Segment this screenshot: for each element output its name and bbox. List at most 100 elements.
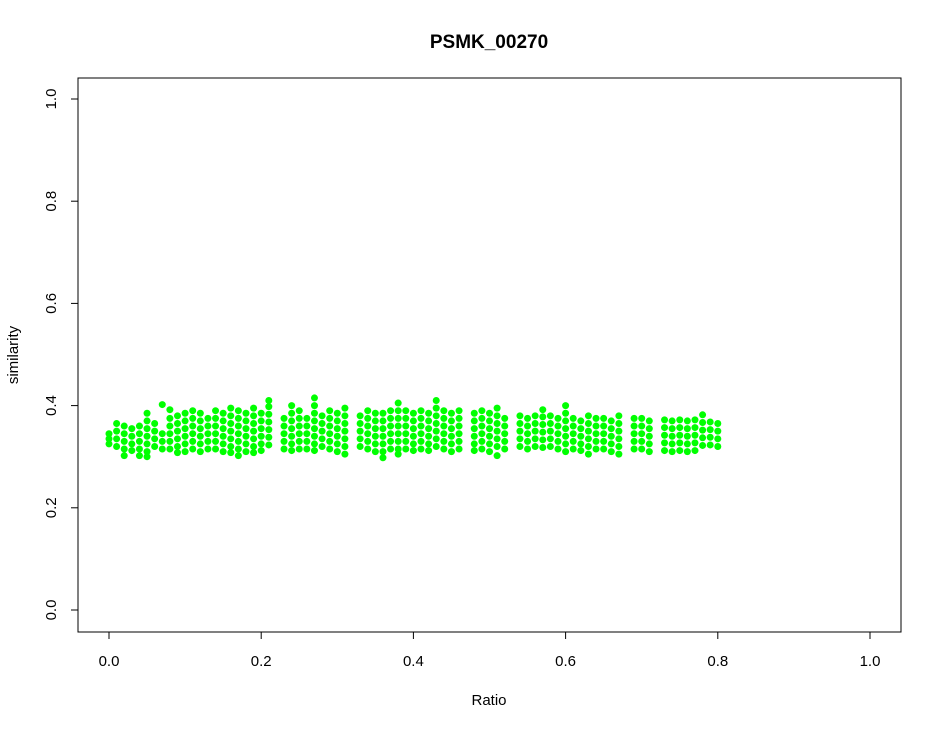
data-point	[242, 432, 250, 440]
data-point	[493, 452, 501, 460]
data-point	[478, 430, 486, 438]
data-point	[668, 432, 676, 440]
data-point	[425, 417, 433, 425]
data-point	[341, 435, 349, 443]
data-point	[379, 409, 387, 417]
data-point	[288, 425, 296, 433]
data-point	[706, 441, 714, 449]
data-point	[295, 437, 303, 445]
data-point	[250, 419, 258, 427]
data-point	[630, 414, 638, 422]
data-point	[501, 430, 509, 438]
data-point	[371, 440, 379, 448]
data-point	[303, 445, 311, 453]
data-point	[219, 409, 227, 417]
data-point	[166, 414, 174, 422]
data-point	[699, 434, 707, 442]
data-point	[607, 417, 615, 425]
data-point	[310, 409, 318, 417]
data-point	[470, 417, 478, 425]
data-point	[295, 445, 303, 453]
x-tick-label: 0.0	[99, 653, 120, 670]
data-point	[280, 430, 288, 438]
data-point	[219, 440, 227, 448]
data-point	[105, 430, 113, 438]
data-point	[432, 427, 440, 435]
data-point	[409, 447, 417, 455]
data-point	[364, 407, 372, 415]
data-point	[379, 440, 387, 448]
data-point	[394, 407, 402, 415]
data-point	[143, 432, 151, 440]
data-point	[691, 439, 699, 447]
data-point	[645, 425, 653, 433]
data-point	[227, 427, 235, 435]
data-point	[227, 442, 235, 450]
data-point	[691, 416, 699, 424]
data-point	[242, 448, 250, 456]
y-tick-label: 0.8	[43, 191, 60, 212]
data-point	[531, 419, 539, 427]
data-point	[204, 445, 212, 453]
data-point	[714, 442, 722, 450]
data-point	[341, 442, 349, 450]
data-point	[173, 427, 181, 435]
data-point	[432, 412, 440, 420]
y-tick-label: 0.4	[43, 395, 60, 416]
data-point	[486, 409, 493, 417]
data-point	[486, 425, 493, 433]
data-point	[531, 442, 539, 450]
data-point	[661, 416, 669, 424]
data-point	[333, 440, 341, 448]
data-point	[120, 445, 128, 453]
data-point	[288, 409, 296, 417]
data-point	[562, 417, 570, 425]
data-point	[242, 417, 250, 425]
data-point	[196, 409, 204, 417]
data-point	[189, 422, 197, 430]
data-point	[181, 417, 189, 425]
data-point	[455, 414, 463, 422]
data-point	[714, 419, 722, 427]
data-point	[219, 432, 227, 440]
data-point	[569, 437, 577, 445]
data-point	[615, 442, 623, 450]
data-point	[371, 409, 379, 417]
data-point	[699, 426, 707, 434]
data-point	[265, 396, 273, 404]
data-point	[295, 422, 303, 430]
data-point	[303, 437, 311, 445]
data-point	[524, 430, 532, 438]
data-point	[181, 425, 189, 433]
data-point	[227, 449, 235, 457]
data-point	[440, 422, 448, 430]
data-point	[234, 430, 242, 438]
data-point	[447, 425, 455, 433]
plot-frame	[77, 77, 902, 633]
data-point	[310, 402, 318, 410]
data-point	[524, 445, 532, 453]
data-point	[128, 432, 136, 440]
y-axis: 0.0 0.2 0.4 0.6 0.8 1.0	[43, 89, 79, 620]
data-point	[683, 417, 691, 425]
data-point	[402, 422, 410, 430]
data-point	[158, 437, 166, 445]
data-point	[562, 448, 570, 456]
data-point	[607, 432, 615, 440]
data-point	[257, 447, 265, 455]
data-point	[204, 422, 212, 430]
data-point	[615, 435, 623, 443]
data-point	[265, 441, 273, 449]
data-point	[600, 437, 608, 445]
data-point	[600, 445, 608, 453]
data-point	[379, 425, 387, 433]
chart-title: PSMK_00270	[430, 32, 548, 53]
data-point	[257, 440, 265, 448]
data-point	[486, 432, 493, 440]
data-point	[356, 435, 364, 443]
data-point	[219, 425, 227, 433]
data-point	[478, 407, 486, 415]
data-point	[600, 414, 608, 422]
data-point	[105, 440, 113, 448]
data-point	[158, 430, 166, 438]
